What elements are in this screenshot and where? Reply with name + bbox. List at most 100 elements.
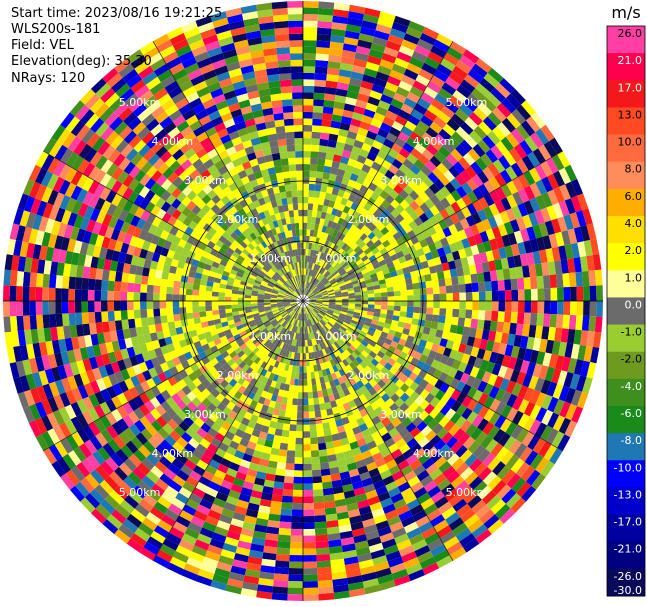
velocity-cell: [368, 370, 377, 379]
velocity-cell: [312, 345, 317, 352]
velocity-cell: [354, 309, 361, 314]
velocity-cell: [381, 417, 392, 427]
velocity-cell: [206, 280, 214, 287]
velocity-cell: [337, 257, 345, 265]
velocity-cell: [213, 231, 222, 240]
velocity-cell: [162, 329, 171, 339]
velocity-cell: [303, 79, 315, 87]
velocity-cell: [126, 301, 134, 311]
velocity-cell: [468, 327, 477, 338]
velocity-cell: [195, 443, 208, 455]
velocity-cell: [283, 282, 290, 288]
velocity-cell: [516, 428, 529, 444]
velocity-cell: [529, 404, 542, 420]
velocity-cell: [507, 356, 518, 370]
velocity-cell: [321, 119, 332, 128]
velocity-cell: [471, 309, 479, 320]
velocity-cell: [303, 411, 310, 419]
velocity-cell: [429, 121, 443, 134]
velocity-cell: [452, 301, 460, 310]
velocity-cell: [239, 265, 247, 272]
velocity-cell: [309, 298, 316, 300]
velocity-cell: [323, 361, 329, 370]
velocity-cell: [356, 154, 367, 164]
velocity-cell: [193, 277, 201, 285]
velocity-cell: [200, 137, 212, 148]
velocity-cell: [221, 255, 230, 263]
velocity-cell: [341, 291, 349, 295]
velocity-cell: [144, 201, 156, 213]
velocity-cell: [345, 428, 355, 438]
velocity-cell: [274, 314, 282, 319]
velocity-cell: [252, 394, 261, 403]
velocity-cell: [132, 467, 146, 481]
velocity-cell: [173, 372, 183, 383]
velocity-cell: [471, 377, 482, 390]
velocity-cell: [485, 250, 495, 262]
velocity-cell: [549, 447, 563, 465]
velocity-cell: [128, 411, 140, 424]
velocity-cell: [313, 99, 325, 107]
velocity-cell: [292, 325, 297, 333]
velocity-cell: [266, 312, 274, 317]
velocity-cell: [520, 120, 536, 137]
velocity-cell: [348, 303, 356, 307]
velocity-cell: [345, 185, 354, 194]
velocity-cell: [461, 383, 472, 396]
velocity-cell: [368, 326, 377, 333]
velocity-cell: [345, 315, 353, 320]
velocity-cell: [414, 206, 425, 217]
velocity-cell: [122, 68, 139, 84]
velocity-cell: [38, 216, 49, 232]
velocity-cell: [331, 221, 338, 230]
velocity-cell: [316, 244, 322, 252]
velocity-cell: [324, 324, 331, 331]
velocity-cell: [414, 385, 425, 396]
velocity-cell: [177, 354, 187, 364]
velocity-cell: [317, 273, 323, 280]
velocity-cell: [260, 315, 268, 320]
velocity-cell: [282, 423, 290, 431]
velocity-cell: [28, 228, 39, 245]
velocity-cell: [260, 565, 275, 574]
velocity-cell: [228, 524, 243, 535]
velocity-cell: [42, 273, 50, 288]
velocity-cell: [257, 272, 265, 279]
velocity-cell: [406, 153, 418, 165]
velocity-cell: [342, 298, 349, 301]
velocity-cell: [105, 130, 119, 145]
velocity-cell: [257, 219, 265, 228]
velocity-cell: [471, 282, 479, 293]
velocity-cell: [355, 324, 363, 331]
velocity-cell: [306, 290, 311, 296]
velocity-cell: [537, 288, 545, 301]
velocity-cell: [303, 85, 315, 93]
velocity-cell: [520, 360, 530, 374]
velocity-cell: [362, 74, 376, 84]
velocity-cell: [348, 354, 356, 362]
velocity-cell: [25, 373, 37, 390]
velocity-cell: [179, 281, 188, 289]
velocity-cell: [337, 248, 344, 256]
velocity-cell: [511, 301, 519, 313]
velocity-cell: [305, 288, 308, 295]
velocity-cell: [381, 384, 391, 394]
velocity-cell: [281, 311, 288, 317]
velocity-cell: [107, 351, 117, 364]
velocity-cell: [180, 319, 189, 327]
velocity-cell: [402, 432, 414, 444]
velocity-cell: [208, 459, 221, 470]
velocity-cell: [458, 248, 467, 259]
velocity-cell: [122, 263, 131, 274]
velocity-cell: [233, 219, 242, 229]
velocity-cell: [147, 488, 162, 502]
velocity-cell: [511, 205, 523, 220]
velocity-cell: [313, 230, 318, 238]
velocity-cell: [568, 272, 577, 287]
velocity-cell: [276, 325, 283, 332]
velocity-cell: [318, 197, 325, 206]
velocity-cell: [392, 315, 400, 322]
velocity-cell: [185, 114, 199, 126]
velocity-cell: [429, 205, 440, 216]
velocity-cell: [218, 346, 227, 355]
